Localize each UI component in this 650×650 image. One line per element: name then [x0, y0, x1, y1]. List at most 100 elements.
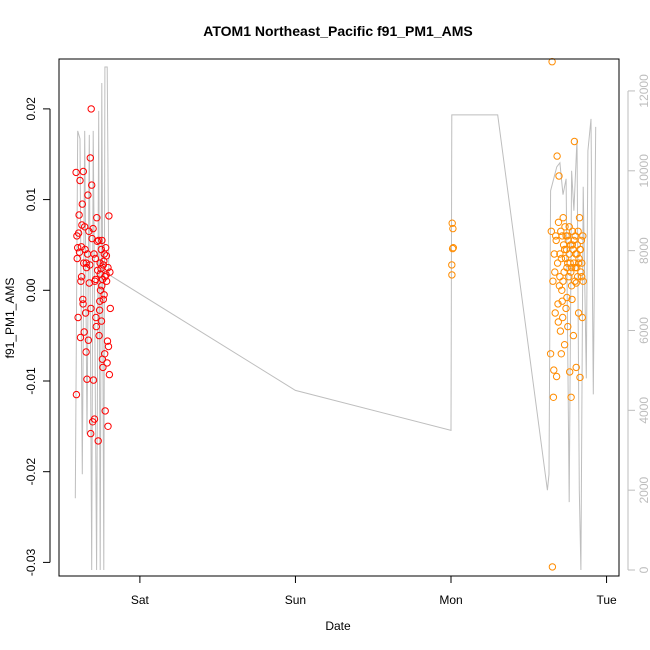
data-point-series-2-3 [448, 244, 457, 253]
data-point-series-1-41 [90, 415, 99, 423]
data-point-series-2-83 [565, 250, 573, 258]
data-point-series-1-70 [104, 422, 112, 430]
data-point-series-1-1 [72, 168, 80, 177]
data-point-series-2-71 [577, 268, 585, 276]
left-tick-label: 0.01 [24, 188, 38, 212]
data-point-series-2-61 [572, 363, 580, 372]
data-point-series-1-2 [72, 390, 81, 399]
data-point-series-2-36 [560, 341, 569, 349]
right-tick-label: 10000 [637, 154, 650, 188]
x-axis: Sat Sun Mon Tue [131, 575, 617, 607]
data-point-series-2-66 [574, 309, 583, 317]
data-point-series-2-47 [566, 368, 574, 376]
y-axis-label: f91_PM1_AMS [3, 278, 17, 359]
data-point-series-2-74 [578, 313, 586, 322]
data-point-series-1-8 [75, 211, 83, 219]
data-point-series-2-76 [579, 277, 587, 285]
data-point-series-1-60 [99, 295, 108, 304]
data-point-series-2-91 [578, 273, 586, 281]
data-point-series-1-49 [94, 437, 102, 445]
x-tick-label: Mon [439, 593, 462, 607]
data-point-series-2-1 [448, 261, 456, 269]
data-point-series-1-12 [77, 277, 85, 285]
data-point-series-1-28 [84, 336, 93, 344]
data-point-series-1-38 [89, 224, 97, 233]
data-point-series-2-8 [547, 227, 555, 236]
data-point-series-2-86 [570, 236, 578, 245]
data-point-series-1-88 [100, 291, 108, 299]
data-point-series-1-57 [98, 236, 106, 245]
data-point-series-1-56 [97, 317, 106, 325]
data-point-series-2-24 [555, 172, 563, 180]
data-point-series-2-37 [561, 223, 569, 231]
data-point-series-1-89 [96, 297, 104, 305]
data-point-series-1-4 [73, 254, 81, 263]
data-point-series-1-72 [105, 212, 113, 220]
x-axis-label: Date [325, 619, 351, 633]
right-tick-label: 8000 [637, 237, 650, 264]
data-point-series-2-89 [574, 259, 583, 267]
data-point-series-2-18 [552, 236, 560, 245]
data-point-series-1-5 [74, 244, 82, 252]
data-point-series-2-15 [551, 268, 559, 276]
data-point-series-2-10 [548, 563, 557, 571]
right-tick-label: 0 [637, 566, 650, 573]
data-point-series-2-75 [579, 232, 587, 240]
data-point-series-2-68 [575, 214, 584, 222]
data-point-series-1-35 [88, 181, 96, 189]
data-point-series-1-17 [79, 167, 88, 176]
x-tick-label: Sat [131, 593, 150, 607]
data-point-series-2-32 [559, 313, 567, 322]
data-point-series-1-11 [76, 333, 85, 342]
data-point-series-2-2 [448, 219, 456, 227]
data-point-series-1-64 [101, 407, 109, 415]
data-point-series-2-38 [561, 254, 570, 263]
data-point-series-2-55 [569, 331, 578, 340]
data-point-series-1-76 [77, 273, 86, 281]
data-point-series-1-73 [105, 370, 114, 379]
data-point-series-2-94 [563, 293, 571, 302]
data-point-series-1-80 [91, 275, 100, 284]
right-tick-label: 12000 [637, 74, 650, 108]
data-point-series-2-44 [564, 236, 572, 245]
data-point-series-2-27 [556, 327, 565, 335]
data-point-series-2-48 [566, 259, 574, 267]
data-point-series-1-40 [90, 250, 98, 258]
data-point-series-2-51 [567, 263, 576, 272]
data-point-series-2-92 [554, 318, 562, 326]
left-tick-label: -0.03 [24, 548, 38, 576]
data-point-series-1-90 [97, 245, 106, 254]
data-point-series-1-39 [89, 376, 98, 384]
left-axis: -0.03 -0.02 -0.01 0.00 0.01 0.02 [24, 97, 51, 576]
data-point-series-1-59 [99, 363, 107, 372]
data-point-series-1-15 [78, 200, 87, 208]
data-point-series-1-33 [87, 429, 95, 438]
data-point-series-1-10 [76, 176, 84, 185]
data-point-series-2-39 [562, 304, 570, 313]
right-tick-label: 6000 [637, 317, 650, 344]
data-point-series-2-81 [562, 232, 570, 240]
data-point-series-2-77 [556, 273, 564, 281]
data-point-series-1-34 [87, 105, 95, 113]
data-point-series-1-51 [95, 331, 103, 340]
data-point-series-1-6 [74, 313, 82, 322]
data-point-series-1-21 [81, 245, 89, 254]
data-point-series-1-31 [86, 261, 94, 269]
data-point-series-2-43 [564, 322, 572, 331]
data-point-series-2-79 [559, 277, 567, 285]
right-tick-label: 4000 [637, 397, 650, 424]
data-point-series-2-12 [549, 393, 558, 401]
data-point-series-1-85 [102, 252, 111, 260]
data-point-series-1-19 [80, 328, 88, 336]
chart-title: ATOM1 Northeast_Pacific f91_PM1_AMS [203, 23, 472, 39]
data-point-series-1-67 [102, 277, 111, 285]
data-point-series-1-50 [95, 236, 103, 245]
left-tick-label: 0.02 [24, 97, 38, 121]
data-point-series-2-93 [558, 297, 566, 305]
data-point-series-2-65 [574, 227, 582, 236]
data-point-series-2-14 [550, 250, 558, 258]
data-point-series-2-4 [449, 224, 457, 233]
data-point-series-1-22 [81, 309, 90, 317]
data-point-series-2-33 [559, 214, 567, 222]
data-point-series-1-71 [104, 342, 113, 351]
